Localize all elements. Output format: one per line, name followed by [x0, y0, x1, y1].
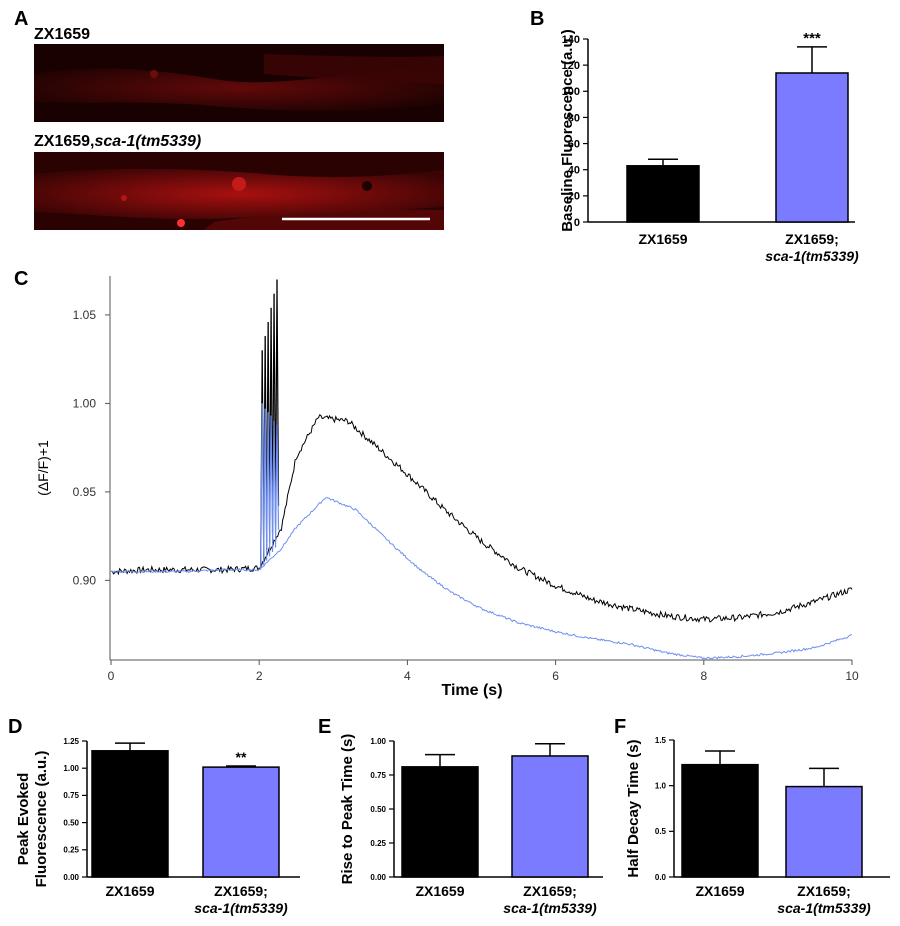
y-tick-label: 1.00: [63, 764, 79, 773]
y-tick-label: 0.25: [63, 846, 79, 855]
y-tick-label: 0.00: [370, 873, 386, 882]
y-axis-label: Half Decay Time (s): [625, 739, 642, 877]
bar-zx1659: [91, 750, 169, 878]
y-tick-label: 80: [568, 112, 580, 124]
x-tick-label: 4: [404, 669, 411, 683]
y-tick-label: 1.00: [73, 396, 97, 410]
bar-sca1-mutant: [511, 755, 589, 878]
y-tick-label: 0.75: [63, 791, 79, 800]
micrograph-top-svg: [34, 44, 444, 122]
y-tick-label: 0.90: [73, 573, 97, 587]
y-tick-label: 0.75: [370, 771, 386, 780]
x-category-label: ZX1659;: [785, 231, 839, 247]
chart-peak-evoked: 0.00 0.25 0.50 0.75 1.00 1.25 ZX1659 ** ZX1659;s…: [15, 737, 300, 916]
x-category-label: ZX1659;: [214, 883, 268, 899]
trace-sca1-mutant: [110, 497, 853, 660]
bar-sca1-mutant: [202, 766, 280, 878]
y-tick-label: 0.00: [63, 873, 79, 882]
y-tick-label: 1.5: [655, 736, 667, 745]
significance-label: **: [236, 749, 247, 765]
bar-zx1659: [401, 766, 479, 878]
x-axis-label: Time (s): [441, 682, 502, 699]
y-tick-label: 0.25: [370, 839, 386, 848]
y-tick-label: 0.0: [655, 873, 667, 882]
panel-letter-b: B: [530, 8, 545, 30]
panel-letter-f: F: [614, 716, 627, 738]
y-axis-label-line2: Fluorescence (a.u.): [33, 751, 50, 888]
trace-zx1659: [110, 414, 853, 624]
stimulus-spike: [273, 421, 277, 535]
image-label-bottom: ZX1659,sca-1(tm5339): [34, 133, 201, 151]
x-tick-label: 10: [845, 669, 859, 683]
x-category-label-allele: sca-1(tm5339): [777, 900, 871, 916]
micrograph-bottom: [34, 152, 444, 230]
image-label-top: ZX1659: [34, 26, 91, 43]
y-tick-label: 140: [562, 34, 580, 46]
y-axis-label: (ΔF/F)+1: [35, 440, 51, 496]
x-tick-label: 0: [108, 669, 115, 683]
bar-zx1659: [626, 165, 700, 223]
x-category-label: ZX1659;: [523, 883, 577, 899]
y-tick-label: 100: [562, 86, 580, 98]
image-label-bottom-allele: sca-1(tm5339): [94, 133, 202, 150]
bar-sca1-mutant: [785, 785, 863, 878]
y-tick-label: 0.50: [63, 818, 79, 827]
micrograph-bottom-svg: [34, 152, 444, 230]
panel-letter-d: D: [8, 716, 23, 738]
panel-letter-e: E: [318, 716, 332, 738]
y-tick-label: 60: [568, 138, 580, 150]
x-tick-label: 6: [552, 669, 559, 683]
y-tick-label: 120: [562, 60, 580, 72]
x-category-label: ZX1659: [415, 883, 464, 899]
y-tick-label: 0.95: [73, 485, 97, 499]
stimulus-spike: [270, 415, 274, 539]
y-tick-label: 20: [568, 191, 580, 203]
stimulus-spike: [276, 424, 280, 530]
y-tick-label: 0.50: [370, 805, 386, 814]
x-category-label-allele: sca-1(tm5339): [765, 248, 859, 264]
chart-fluorescence-trace: 0.90 0.95 1.00 1.05 0 2 4 6 8 10 Time (s) (ΔF/F)+1: [35, 276, 859, 699]
bar-zx1659: [681, 763, 759, 878]
y-axis-label: Rise to Peak Time (s): [339, 734, 356, 885]
micrograph-top: [34, 44, 444, 122]
x-category-label: ZX1659;: [797, 883, 851, 899]
panel-letter-a: A: [14, 8, 29, 30]
bar-sca1-mutant: [775, 72, 849, 223]
x-category-label: ZX1659: [638, 231, 687, 247]
x-tick-label: 2: [256, 669, 263, 683]
image-label-bottom-strain: ZX1659,: [34, 133, 95, 150]
panel-letter-c: C: [14, 268, 29, 290]
y-axis-label-line1: Peak Evoked: [15, 773, 32, 866]
chart-baseline-fluorescence: 0 20 40 60 80 100 120 140 ZX1659 *** ZX1659;sca-1(…: [559, 29, 859, 264]
y-tick-label: 1.00: [370, 737, 386, 746]
chart-half-decay: 0.0 0.5 1.0 1.5 ZX1659 ZX1659;sca-1(tm5339) Ha…: [625, 736, 890, 916]
y-axis-label: Baseline Fluorescence (a.u.): [559, 29, 576, 232]
y-tick-label: 1.0: [655, 781, 667, 790]
stimulus-spike: [276, 279, 280, 507]
y-tick-label: 0.5: [655, 827, 667, 836]
chart-rise-to-peak: 0.00 0.25 0.50 0.75 1.00 ZX1659 ZX1659;sca-1(t…: [339, 734, 603, 916]
x-category-label-allele: sca-1(tm5339): [194, 900, 288, 916]
x-category-label-allele: sca-1(tm5339): [503, 900, 597, 916]
x-category-label: ZX1659: [105, 883, 154, 899]
y-tick-label: 1.05: [73, 308, 97, 322]
y-tick-label: 0: [574, 217, 580, 229]
y-tick-label: 40: [568, 165, 580, 177]
x-tick-label: 8: [700, 669, 707, 683]
significance-label: ***: [803, 30, 821, 47]
x-category-label: ZX1659: [695, 883, 744, 899]
y-tick-label: 1.25: [63, 737, 79, 746]
